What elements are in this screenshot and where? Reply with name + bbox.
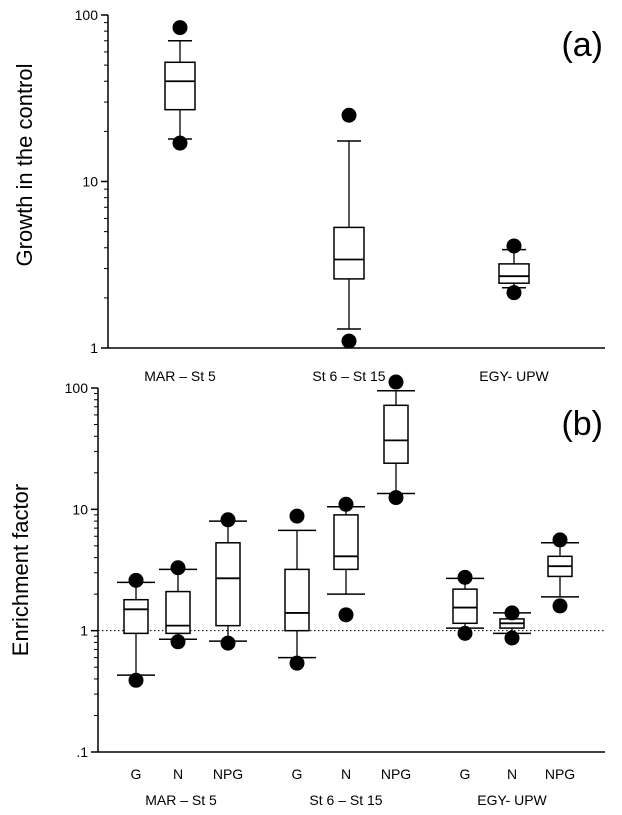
outlier-point [172,135,188,151]
outlier-point [552,598,568,614]
y-tick-label: 10 [82,174,98,190]
outlier-point [172,20,188,36]
outlier-point [552,532,568,548]
x-treatment-label: G [292,766,303,782]
x-group-label: EGY- UPW [477,792,547,808]
x-group-label: St 6 – St 15 [309,792,382,808]
outlier-point [220,512,236,528]
x-treatment-label: NPG [213,766,243,782]
x-treatment-label: G [131,766,142,782]
x-treatment-label: NPG [381,766,411,782]
x-group-label: MAR – St 5 [145,792,217,808]
panel-label: (a) [561,26,603,64]
outlier-point [504,605,520,621]
box-iqr [215,542,241,627]
box-iqr [164,61,196,111]
outlier-point [388,490,404,506]
x-treatment-label: N [173,766,183,782]
x-treatment-label: N [341,766,351,782]
box-iqr [452,588,478,625]
box-iqr [284,568,310,632]
outlier-point [457,569,473,585]
outlier-point [128,572,144,588]
box-iqr [383,404,409,464]
x-category-label: St 6 – St 15 [312,368,385,384]
outlier-point [220,635,236,651]
box-iqr [333,226,365,280]
outlier-point [170,560,186,576]
outlier-point [341,333,357,349]
box-iqr [498,263,530,284]
outlier-point [457,625,473,641]
x-treatment-label: NPG [545,766,575,782]
box-iqr [165,590,191,635]
y-tick-label: 100 [65,380,89,396]
outlier-point [506,238,522,254]
outlier-point [170,634,186,650]
panel-label: (b) [561,405,603,443]
y-tick-label: 1 [90,340,98,356]
outlier-point [504,630,520,646]
x-treatment-label: N [507,766,517,782]
outlier-point [341,107,357,123]
panel-b-enrichment-chart: .1 1 10 100 G N NPG G N NPG G N NPG MAR – St 5 St 6 – … [8,374,605,808]
box-iqr [333,514,359,571]
outlier-point [289,508,305,524]
x-category-label: MAR – St 5 [144,368,216,384]
y-tick-label: 100 [75,7,99,23]
panel-a-growth-chart: 1 10 100 MAR – St 5 St 6 – St 15 EGY- UPW Grow… [12,7,605,384]
y-tick-label: 1 [80,623,88,639]
outlier-point [289,655,305,671]
outlier-point [128,672,144,688]
outlier-point [338,607,354,623]
outlier-point [388,374,404,390]
y-tick-label: .1 [76,744,88,760]
x-treatment-label: G [460,766,471,782]
outlier-point [338,496,354,512]
y-axis-title: Growth in the control [12,64,37,267]
y-axis-title: Enrichment factor [8,484,33,656]
box-iqr [123,598,149,635]
y-tick-label: 10 [72,501,88,517]
x-category-label: EGY- UPW [479,368,549,384]
outlier-point [506,285,522,301]
